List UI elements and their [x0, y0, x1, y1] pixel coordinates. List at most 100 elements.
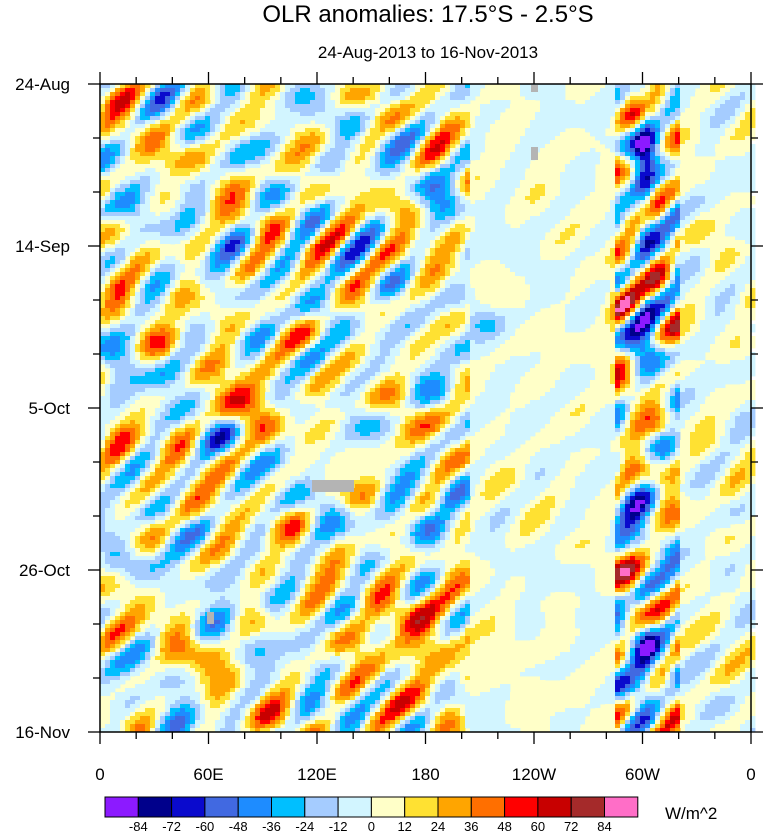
- field-cell: [400, 192, 406, 197]
- field-cell: [640, 180, 646, 185]
- field-cell: [440, 100, 446, 105]
- field-cell: [120, 216, 126, 221]
- field-cell: [145, 180, 151, 185]
- field-cell: [285, 116, 291, 121]
- field-cell: [590, 120, 596, 125]
- field-cell: [580, 196, 586, 201]
- field-cell: [445, 144, 451, 149]
- field-cell: [305, 196, 311, 201]
- field-cell: [610, 228, 616, 233]
- field-cell: [295, 172, 301, 177]
- field-cell: [455, 124, 461, 129]
- field-cell: [640, 216, 646, 221]
- field-cell: [320, 96, 326, 101]
- field-cell: [340, 140, 346, 145]
- field-cell: [480, 124, 486, 129]
- field-cell: [750, 172, 756, 177]
- field-cell: [625, 136, 631, 141]
- field-cell: [515, 88, 521, 93]
- field-cell: [350, 84, 356, 89]
- field-cell: [450, 84, 456, 89]
- field-cell: [365, 108, 371, 113]
- field-cell: [190, 128, 196, 133]
- field-cell: [480, 160, 486, 165]
- field-cell: [195, 164, 201, 169]
- field-cell: [325, 152, 331, 157]
- field-cell: [350, 184, 356, 189]
- field-cell: [190, 96, 196, 101]
- field-cell: [220, 232, 226, 237]
- field-cell: [595, 132, 601, 137]
- field-cell: [400, 96, 406, 101]
- field-cell: [405, 160, 411, 165]
- field-cell: [545, 108, 551, 113]
- field-cell: [675, 212, 681, 217]
- field-cell: [310, 172, 316, 177]
- field-cell: [215, 144, 221, 149]
- field-cell: [605, 172, 611, 177]
- field-cell: [245, 212, 251, 217]
- field-cell: [645, 168, 651, 173]
- field-cell: [665, 200, 671, 205]
- field-cell: [370, 96, 376, 101]
- field-cell: [360, 172, 366, 177]
- field-cell: [120, 176, 126, 181]
- field-cell: [410, 84, 416, 89]
- field-cell: [350, 144, 356, 149]
- field-cell: [365, 240, 371, 245]
- field-cell: [245, 124, 251, 129]
- field-cell: [705, 100, 711, 105]
- field-cell: [140, 216, 146, 221]
- field-cell: [305, 176, 311, 181]
- field-cell: [185, 232, 191, 237]
- field-cell: [530, 164, 536, 169]
- field-cell: [190, 144, 196, 149]
- field-cell: [525, 232, 531, 237]
- field-cell: [430, 92, 436, 97]
- field-cell: [480, 192, 486, 197]
- field-cell: [565, 164, 571, 169]
- field-cell: [100, 112, 106, 117]
- field-cell: [295, 136, 301, 141]
- field-cell: [420, 128, 426, 133]
- field-cell: [435, 188, 441, 193]
- field-cell: [500, 100, 506, 105]
- field-cell: [520, 232, 526, 237]
- field-cell: [155, 116, 161, 121]
- field-cell: [360, 196, 366, 201]
- field-cell: [550, 84, 556, 89]
- field-cell: [610, 184, 616, 189]
- field-cell: [195, 144, 201, 149]
- field-cell: [270, 220, 276, 225]
- field-cell: [575, 168, 581, 173]
- field-cell: [525, 172, 531, 177]
- field-cell: [195, 152, 201, 157]
- field-cell: [420, 164, 426, 169]
- field-cell: [500, 208, 506, 213]
- field-cell: [400, 144, 406, 149]
- field-cell: [395, 152, 401, 157]
- field-cell: [710, 212, 716, 217]
- field-cell: [550, 144, 556, 149]
- field-cell: [575, 176, 581, 181]
- field-cell: [680, 140, 686, 145]
- field-cell: [200, 92, 206, 97]
- field-cell: [115, 140, 121, 145]
- field-cell: [440, 124, 446, 129]
- field-cell: [160, 96, 166, 101]
- field-cell: [125, 192, 131, 197]
- field-cell: [375, 88, 381, 93]
- field-cell: [255, 144, 261, 149]
- field-cell: [575, 188, 581, 193]
- field-cell: [590, 108, 596, 113]
- field-cell: [690, 192, 696, 197]
- field-cell: [680, 184, 686, 189]
- field-cell: [690, 204, 696, 209]
- field-cell: [120, 224, 126, 229]
- field-cell: [270, 136, 276, 141]
- field-cell: [120, 220, 126, 225]
- field-cell: [375, 208, 381, 213]
- field-cell: [670, 216, 676, 221]
- field-cell: [345, 148, 351, 153]
- field-cell: [215, 220, 221, 225]
